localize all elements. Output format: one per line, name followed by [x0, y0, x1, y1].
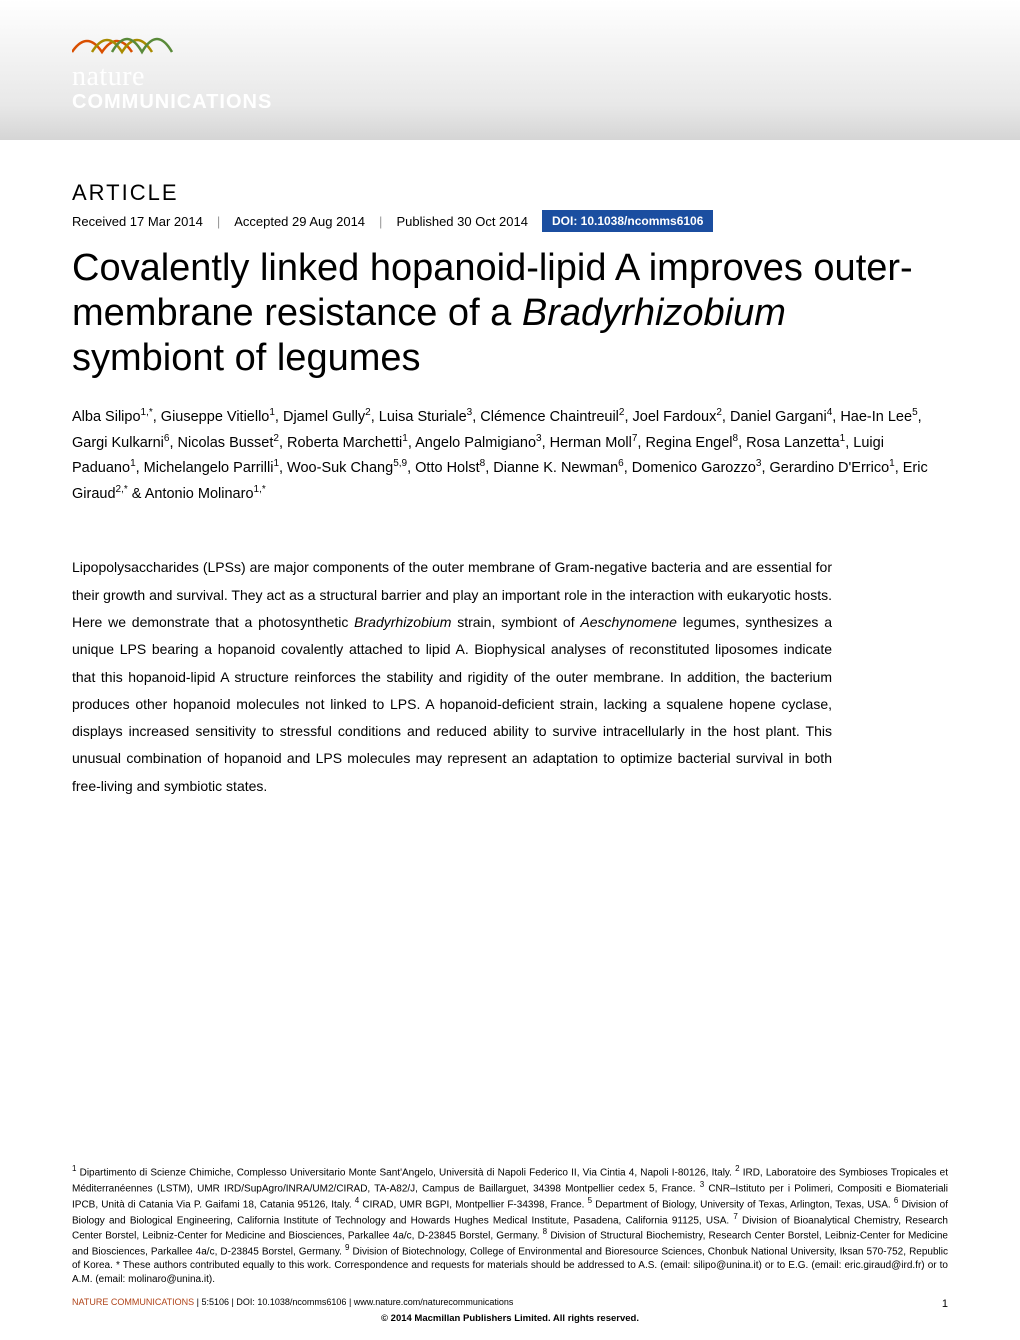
title-italic: Bradyrhizobium [522, 292, 786, 334]
logo-waves-icon [72, 22, 192, 60]
author-list: Alba Silipo1,*, Giuseppe Vitiello1, Djam… [72, 404, 948, 506]
article-content: ARTICLE Received 17 Mar 2014 | Accepted … [0, 140, 1020, 800]
received-date: Received 17 Mar 2014 [72, 214, 203, 229]
logo-text-communications: COMMUNICATIONS [72, 91, 272, 114]
accepted-date: Accepted 29 Aug 2014 [234, 214, 365, 229]
journal-header: nature COMMUNICATIONS [0, 0, 1020, 140]
footer-citation: NATURE COMMUNICATIONS | 5:5106 | DOI: 10… [72, 1297, 948, 1307]
footer-copyright: © 2014 Macmillan Publishers Limited. All… [72, 1313, 948, 1324]
title-part-1: Covalently linked hopanoid-lipid A impro… [72, 247, 913, 334]
published-date: Published 30 Oct 2014 [396, 214, 528, 229]
abstract-italic-2: Aeschynomene [580, 614, 677, 630]
article-title: Covalently linked hopanoid-lipid A impro… [72, 246, 948, 380]
doi-badge: DOI: 10.1038/ncomms6106 [542, 210, 713, 232]
page-number: 1 [942, 1298, 948, 1310]
citation-journal: NATURE COMMUNICATIONS [72, 1297, 194, 1307]
abstract-part-3: legumes, synthesizes a unique LPS bearin… [72, 614, 832, 794]
article-meta-row: Received 17 Mar 2014 | Accepted 29 Aug 2… [72, 210, 948, 232]
title-part-2: symbiont of legumes [72, 337, 421, 379]
abstract-part-2: strain, symbiont of [451, 614, 580, 630]
affiliations: 1 Dipartimento di Scienze Chimiche, Comp… [72, 1164, 948, 1286]
logo-text-nature: nature [72, 61, 272, 93]
meta-separator: | [379, 214, 382, 229]
abstract: Lipopolysaccharides (LPSs) are major com… [72, 554, 832, 800]
article-type-label: ARTICLE [72, 180, 948, 206]
meta-separator: | [217, 214, 220, 229]
journal-logo: nature COMMUNICATIONS [72, 22, 272, 114]
citation-details: | 5:5106 | DOI: 10.1038/ncomms6106 | www… [194, 1297, 513, 1307]
abstract-italic-1: Bradyrhizobium [354, 614, 451, 630]
page-footer: NATURE COMMUNICATIONS | 5:5106 | DOI: 10… [72, 1297, 948, 1324]
